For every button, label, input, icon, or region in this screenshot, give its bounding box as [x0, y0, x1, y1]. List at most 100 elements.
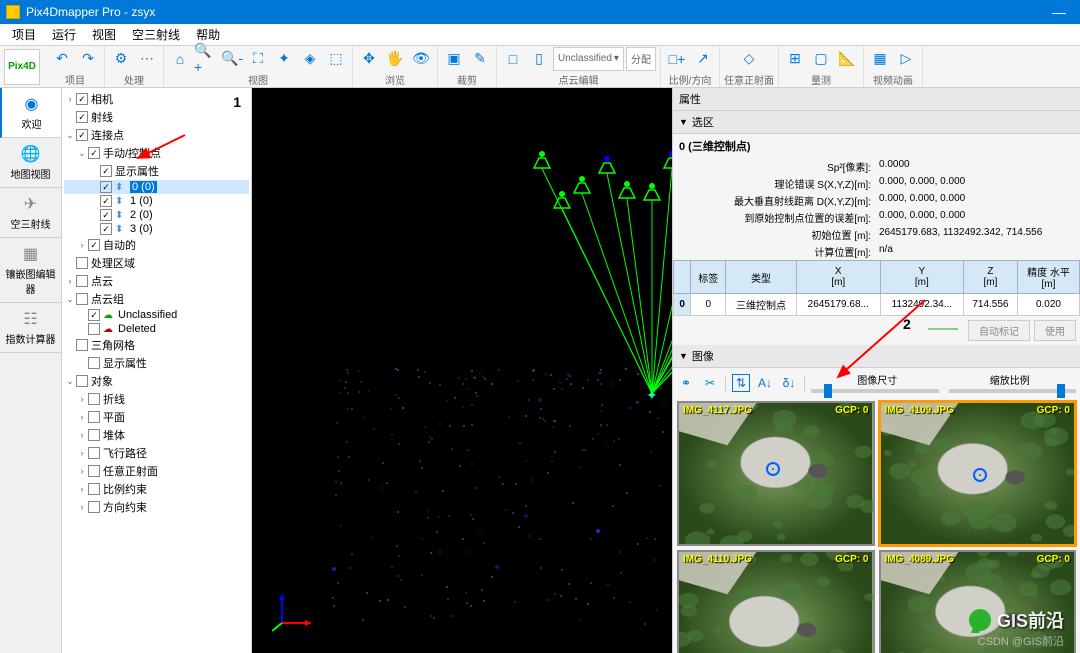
assign-button[interactable]: 分配	[626, 47, 656, 71]
sidebar-tab[interactable]: 🌐地图视图	[0, 138, 61, 188]
checkbox[interactable]	[76, 129, 88, 141]
sidebar-tab[interactable]: ☷指数计算器	[0, 303, 61, 353]
menu-project[interactable]: 项目	[4, 26, 44, 43]
classification-dropdown[interactable]: Unclassified ▾	[553, 47, 624, 71]
table-header[interactable]: Y[m]	[880, 261, 963, 294]
tree-item[interactable]: ⬍1 (0)	[64, 194, 249, 208]
checkbox[interactable]	[100, 165, 112, 177]
toolbar-button[interactable]: 🔍+	[194, 47, 218, 71]
checkbox[interactable]	[88, 483, 100, 495]
toolbar-button[interactable]: ↶	[50, 47, 74, 71]
unlink-icon[interactable]: ✂	[701, 374, 719, 392]
checkbox[interactable]	[76, 293, 88, 305]
use-button[interactable]: 使用	[1034, 320, 1076, 341]
menu-view[interactable]: 视图	[84, 26, 124, 43]
minimize-button[interactable]: —	[1044, 4, 1074, 20]
toolbar-button[interactable]: ▣	[442, 47, 466, 71]
table-header[interactable]: 标签	[691, 261, 726, 294]
tree-item[interactable]: ☁Unclassified	[64, 308, 249, 322]
tree-item[interactable]: ⌄对象	[64, 372, 249, 390]
toolbar-button[interactable]: ↷	[76, 47, 100, 71]
link-icon[interactable]: ⚭	[677, 374, 695, 392]
tree-item[interactable]: ›点云	[64, 272, 249, 290]
toolbar-button[interactable]: 🔍-	[220, 47, 244, 71]
toolbar-button[interactable]: □+	[665, 47, 689, 71]
checkbox[interactable]	[88, 239, 100, 251]
toolbar-button[interactable]: ◈	[298, 47, 322, 71]
table-header[interactable]: 精度 水平[m]	[1017, 261, 1079, 294]
selection-header[interactable]: ▼ 选区	[673, 111, 1080, 134]
tree-item[interactable]: ›自动的	[64, 236, 249, 254]
table-cell[interactable]: 2645179.68...	[796, 294, 880, 316]
tree-item[interactable]: ›相机	[64, 90, 249, 108]
table-cell[interactable]: 0	[674, 294, 691, 316]
table-cell[interactable]: 1132492.34...	[880, 294, 963, 316]
toolbar-button[interactable]: ▷	[894, 47, 918, 71]
menu-run[interactable]: 运行	[44, 26, 84, 43]
toolbar-button[interactable]: ⛶	[246, 47, 270, 71]
tree-item[interactable]: ›折线	[64, 390, 249, 408]
image-thumbnail[interactable]: IMG_4117.JPG GCP: 0	[677, 401, 875, 546]
toolbar-button[interactable]: 📐	[835, 47, 859, 71]
tree-item[interactable]: ›任意正射面	[64, 462, 249, 480]
menu-raycloud[interactable]: 空三射线	[124, 26, 188, 43]
table-cell[interactable]: 714.556	[963, 294, 1017, 316]
tree-item[interactable]: ›平面	[64, 408, 249, 426]
sidebar-tab[interactable]: ✈空三射线	[0, 188, 61, 238]
checkbox[interactable]	[88, 411, 100, 423]
checkbox[interactable]	[88, 309, 100, 321]
toolbar-button[interactable]: 👁	[409, 47, 433, 71]
tree-item[interactable]: 显示属性	[64, 354, 249, 372]
menu-help[interactable]: 帮助	[188, 26, 228, 43]
tree-item[interactable]: ⬍3 (0)	[64, 222, 249, 236]
table-cell[interactable]: 三维控制点	[726, 294, 797, 316]
toolbar-button[interactable]: ⊞	[783, 47, 807, 71]
checkbox[interactable]	[100, 181, 112, 193]
checkbox[interactable]	[76, 93, 88, 105]
tree-item[interactable]: ⌄连接点	[64, 126, 249, 144]
tree-item[interactable]: ›堆体	[64, 426, 249, 444]
toolbar-button[interactable]: ◇	[737, 47, 761, 71]
checkbox[interactable]	[88, 465, 100, 477]
toolbar-button[interactable]: ▢	[809, 47, 833, 71]
toolbar-button[interactable]: ↗	[691, 47, 715, 71]
camera-icon[interactable]	[640, 182, 664, 202]
tree-item[interactable]: 射线	[64, 108, 249, 126]
toolbar-button[interactable]: ⬚	[324, 47, 348, 71]
checkbox[interactable]	[76, 257, 88, 269]
table-header[interactable]: Z[m]	[963, 261, 1017, 294]
table-header[interactable]	[674, 261, 691, 294]
checkbox[interactable]	[100, 209, 112, 221]
tree-item[interactable]: ⬍0 (0)	[64, 180, 249, 194]
tree-item[interactable]: ⌄手动/控制点	[64, 144, 249, 162]
toolbar-button[interactable]: ▦	[868, 47, 892, 71]
image-thumbnail[interactable]: IMG_4109.JPG GCP: 0	[879, 401, 1077, 546]
camera-icon[interactable]	[660, 150, 672, 170]
checkbox[interactable]	[88, 393, 100, 405]
checkbox[interactable]	[88, 323, 100, 335]
auto-mark-button[interactable]: 自动标记	[968, 320, 1030, 341]
tree-item[interactable]: ⬍2 (0)	[64, 208, 249, 222]
zoom-slider[interactable]	[949, 389, 1077, 393]
tree-item[interactable]: ›比例约束	[64, 480, 249, 498]
camera-icon[interactable]	[615, 180, 639, 200]
tree-item[interactable]: ☁Deleted	[64, 322, 249, 336]
checkbox[interactable]	[100, 223, 112, 235]
tree-item[interactable]: ⌄点云组	[64, 290, 249, 308]
table-header[interactable]: X[m]	[796, 261, 880, 294]
tree-item[interactable]: 三角网格	[64, 336, 249, 354]
3d-viewport[interactable]: ✦	[252, 88, 672, 653]
toolbar-button[interactable]: ✥	[357, 47, 381, 71]
table-header[interactable]: 类型	[726, 261, 797, 294]
camera-icon[interactable]	[595, 155, 619, 175]
drag-handle-icon[interactable]	[928, 328, 958, 341]
checkbox[interactable]	[88, 429, 100, 441]
table-cell[interactable]: 0.020	[1017, 294, 1079, 316]
images-header[interactable]: ▼ 图像	[673, 345, 1080, 368]
checkbox[interactable]	[76, 375, 88, 387]
camera-icon[interactable]	[570, 175, 594, 195]
tree-item[interactable]: ›方向约束	[64, 498, 249, 516]
sidebar-tab[interactable]: ◉欢迎	[0, 88, 61, 138]
checkbox[interactable]	[88, 147, 100, 159]
checkbox[interactable]	[76, 339, 88, 351]
